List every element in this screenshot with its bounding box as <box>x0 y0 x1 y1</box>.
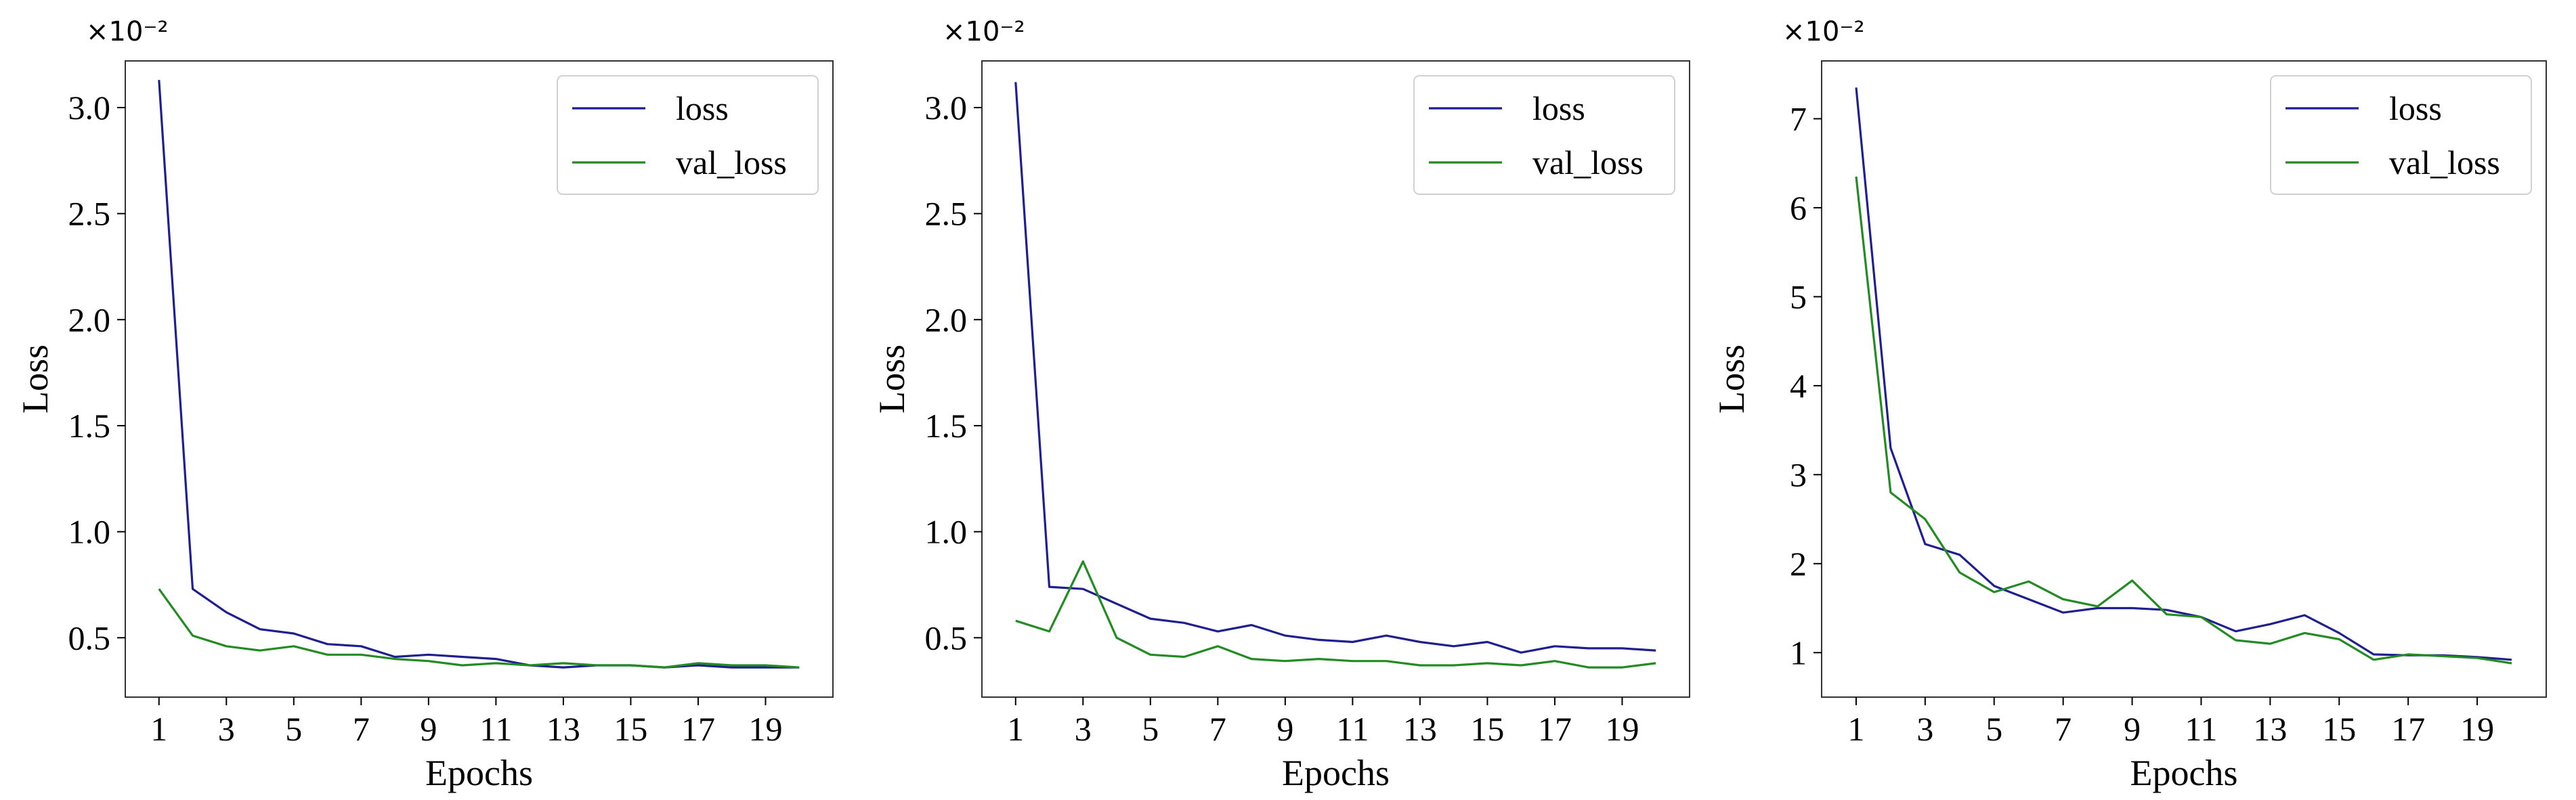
x-axis-label: Epochs <box>425 753 533 793</box>
series-line-loss <box>158 80 800 669</box>
x-tick-label: 19 <box>1605 710 1639 748</box>
y-tick-label: 5 <box>1790 277 1807 315</box>
y-tick-label: 2.0 <box>68 301 111 338</box>
legend: loss val_loss <box>1413 75 1675 195</box>
y-tick-label: 6 <box>1790 189 1807 227</box>
x-tick-label: 13 <box>2253 710 2287 748</box>
y-tick-label: 2.5 <box>68 195 111 233</box>
y-tick-label: 1.0 <box>925 513 968 551</box>
y-tick-label: 0.5 <box>925 619 968 657</box>
x-tick-label: 3 <box>218 710 235 748</box>
x-tick-label: 15 <box>614 710 647 748</box>
y-axis-label: Loss <box>1711 345 1752 414</box>
y-tick-label: 1.5 <box>68 407 111 445</box>
x-tick-label: 9 <box>420 710 437 748</box>
y-axis-offset-label: ×10⁻² <box>1782 16 1865 47</box>
y-axis-label: Loss <box>15 345 56 414</box>
x-tick-label: 13 <box>1403 710 1437 748</box>
y-tick-label: 1.5 <box>925 407 968 445</box>
plot-frame <box>125 60 834 698</box>
x-tick-label: 11 <box>1336 710 1369 748</box>
x-tick-label: 19 <box>2460 710 2494 748</box>
y-tick-label: 2.5 <box>925 195 968 233</box>
legend: loss val_loss <box>2270 75 2532 195</box>
x-tick-label: 13 <box>546 710 580 748</box>
legend-label-loss: loss <box>676 89 729 127</box>
y-tick-label: 3.0 <box>68 89 111 127</box>
x-tick-label: 3 <box>1916 710 1933 748</box>
y-tick-label: 2 <box>1790 545 1807 583</box>
x-tick-label: 15 <box>2322 710 2356 748</box>
x-axis-label: Epochs <box>1282 753 1390 793</box>
x-tick-label: 1 <box>1007 710 1024 748</box>
series-line-val-loss <box>1855 176 2512 665</box>
y-axis-offset-label: ×10⁻² <box>943 16 1025 47</box>
y-tick-label: 1 <box>1790 634 1807 671</box>
legend-box <box>2270 75 2532 195</box>
y-tick-label: 3 <box>1790 455 1807 493</box>
y-axis-label: Loss <box>872 345 912 414</box>
y-tick-label: 1.0 <box>68 513 111 551</box>
legend-label-loss: loss <box>1532 89 1585 127</box>
x-tick-label: 5 <box>285 710 302 748</box>
x-tick-label: 3 <box>1075 710 1092 748</box>
x-tick-label: 1 <box>150 710 167 748</box>
plot-frame <box>981 60 1690 698</box>
x-tick-label: 7 <box>2055 710 2071 748</box>
x-tick-label: 17 <box>2391 710 2425 748</box>
y-tick-label: 2.0 <box>925 301 968 338</box>
x-tick-label: 5 <box>1142 710 1159 748</box>
x-tick-label: 9 <box>2124 710 2141 748</box>
x-tick-label: 11 <box>479 710 512 748</box>
x-tick-label: 19 <box>748 710 782 748</box>
chart-panel-3: 1 3 5 7 9 11 13 15 17 191234567×10⁻²EpochsLosslos… <box>1711 16 2547 793</box>
chart-panel-1: 1 3 5 7 9 11 13 15 17 190.51.01.52.02.53.0×10⁻²Ep… <box>15 16 834 793</box>
series-line-loss <box>1014 82 1656 654</box>
y-tick-label: 4 <box>1790 367 1807 405</box>
legend-box <box>1413 75 1675 195</box>
x-tick-label: 11 <box>2185 710 2217 748</box>
legend-box <box>557 75 819 195</box>
y-tick-label: 0.5 <box>68 619 111 657</box>
legend-label-val-loss: val_loss <box>2389 143 2500 181</box>
series-line-val-loss <box>1015 560 1656 669</box>
y-tick-label: 7 <box>1790 99 1807 137</box>
x-tick-label: 15 <box>1470 710 1504 748</box>
x-tick-label: 7 <box>353 710 370 748</box>
series-line-val-loss <box>158 588 800 669</box>
legend-label-loss: loss <box>2389 89 2442 127</box>
x-tick-label: 7 <box>1209 710 1226 748</box>
x-tick-label: 17 <box>681 710 715 748</box>
x-tick-label: 17 <box>1538 710 1572 748</box>
y-tick-label: 3.0 <box>925 89 968 127</box>
x-tick-label: 9 <box>1276 710 1293 748</box>
x-tick-label: 1 <box>1847 710 1864 748</box>
legend-label-val-loss: val_loss <box>676 143 787 181</box>
x-axis-label: Epochs <box>2130 753 2238 793</box>
legend: loss val_loss <box>557 75 819 195</box>
x-tick-label: 5 <box>1985 710 2002 748</box>
chart-panel-2: 1 3 5 7 9 11 13 15 17 190.51.01.52.02.53.0×10⁻²Ep… <box>872 16 1690 793</box>
y-axis-offset-label: ×10⁻² <box>86 16 169 47</box>
legend-label-val-loss: val_loss <box>1532 143 1644 181</box>
plot-frame <box>1821 60 2547 698</box>
